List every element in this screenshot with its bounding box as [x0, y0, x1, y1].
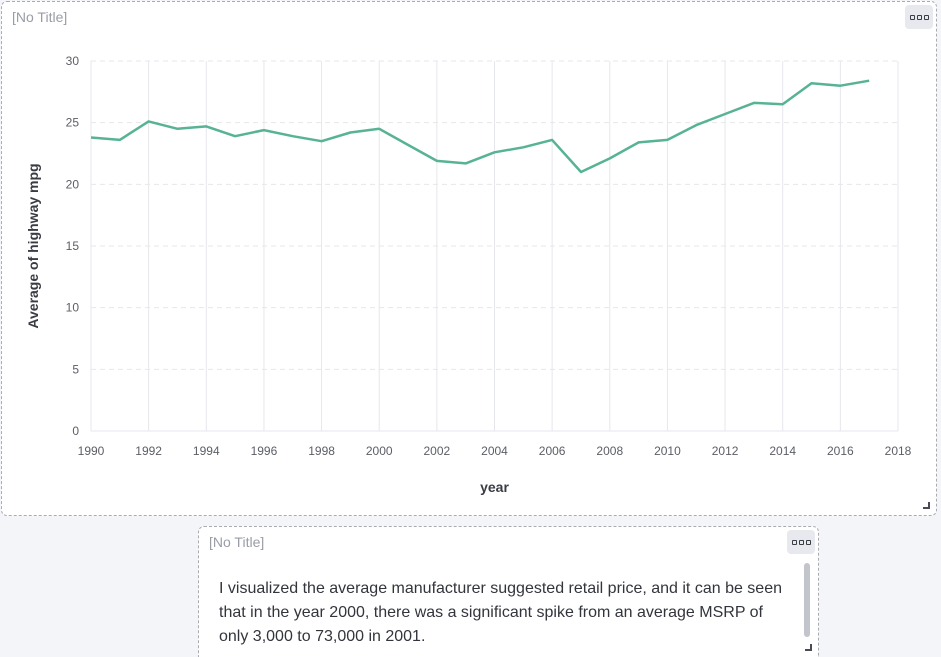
chart-panel-title: [No Title] — [12, 9, 68, 25]
y-tick-label: 25 — [66, 116, 80, 130]
text-panel-body: I visualized the average manufacturer su… — [219, 580, 782, 645]
x-tick-label: 2010 — [654, 444, 681, 458]
text-panel: [No Title] I visualized the average manu… — [198, 526, 819, 657]
text-panel-resize-handle[interactable] — [805, 644, 812, 651]
x-axis-title: year — [480, 479, 509, 495]
x-tick-label: 1996 — [251, 444, 278, 458]
x-tick-label: 2018 — [885, 444, 912, 458]
x-tick-label: 2016 — [827, 444, 854, 458]
chart-panel-resize-handle[interactable] — [923, 502, 930, 509]
x-tick-label: 1994 — [193, 444, 220, 458]
text-panel-menu-button[interactable] — [787, 530, 815, 554]
line-chart: 0 5 10 15 20 25 30 1990 1992 1994 1996 1998 2000 200… — [25, 54, 912, 495]
x-tick-label: 1990 — [78, 444, 105, 458]
y-axis-title: Average of highway mpg — [25, 163, 41, 328]
menu-dot-icon — [916, 14, 922, 20]
y-tick-label: 10 — [66, 301, 80, 315]
x-tick-label: 2004 — [481, 444, 508, 458]
chart-panel-menu-button[interactable] — [905, 5, 933, 29]
x-tick-label: 2012 — [712, 444, 739, 458]
text-panel-title: [No Title] — [209, 534, 265, 550]
y-tick-label: 5 — [72, 362, 79, 376]
x-tick-label: 1998 — [308, 444, 335, 458]
y-axis-ticks: 0 5 10 15 20 25 30 — [66, 54, 80, 438]
y-tick-label: 0 — [72, 424, 79, 438]
x-tick-label: 1992 — [135, 444, 162, 458]
text-panel-scrollbar[interactable] — [804, 563, 810, 637]
series-line — [90, 79, 870, 174]
x-tick-label: 2006 — [539, 444, 566, 458]
menu-dot-icon — [805, 539, 811, 545]
y-tick-label: 15 — [66, 239, 80, 253]
x-tick-label: 2002 — [424, 444, 451, 458]
x-tick-label: 2000 — [366, 444, 393, 458]
chart-panel: [No Title] 0 5 10 15 20 25 30 1990 1992 1994 1996… — [1, 1, 937, 516]
menu-dot-icon — [791, 539, 797, 545]
y-tick-label: 20 — [66, 177, 80, 191]
chart-grid — [90, 60, 899, 432]
menu-dot-icon — [923, 14, 929, 20]
x-tick-label: 2008 — [596, 444, 623, 458]
menu-dot-icon — [798, 539, 804, 545]
y-tick-label: 30 — [66, 54, 80, 68]
x-axis-ticks: 1990 1992 1994 1996 1998 2000 2002 2004 2006 2008… — [78, 444, 912, 458]
menu-dot-icon — [909, 14, 915, 20]
x-tick-label: 2014 — [769, 444, 796, 458]
